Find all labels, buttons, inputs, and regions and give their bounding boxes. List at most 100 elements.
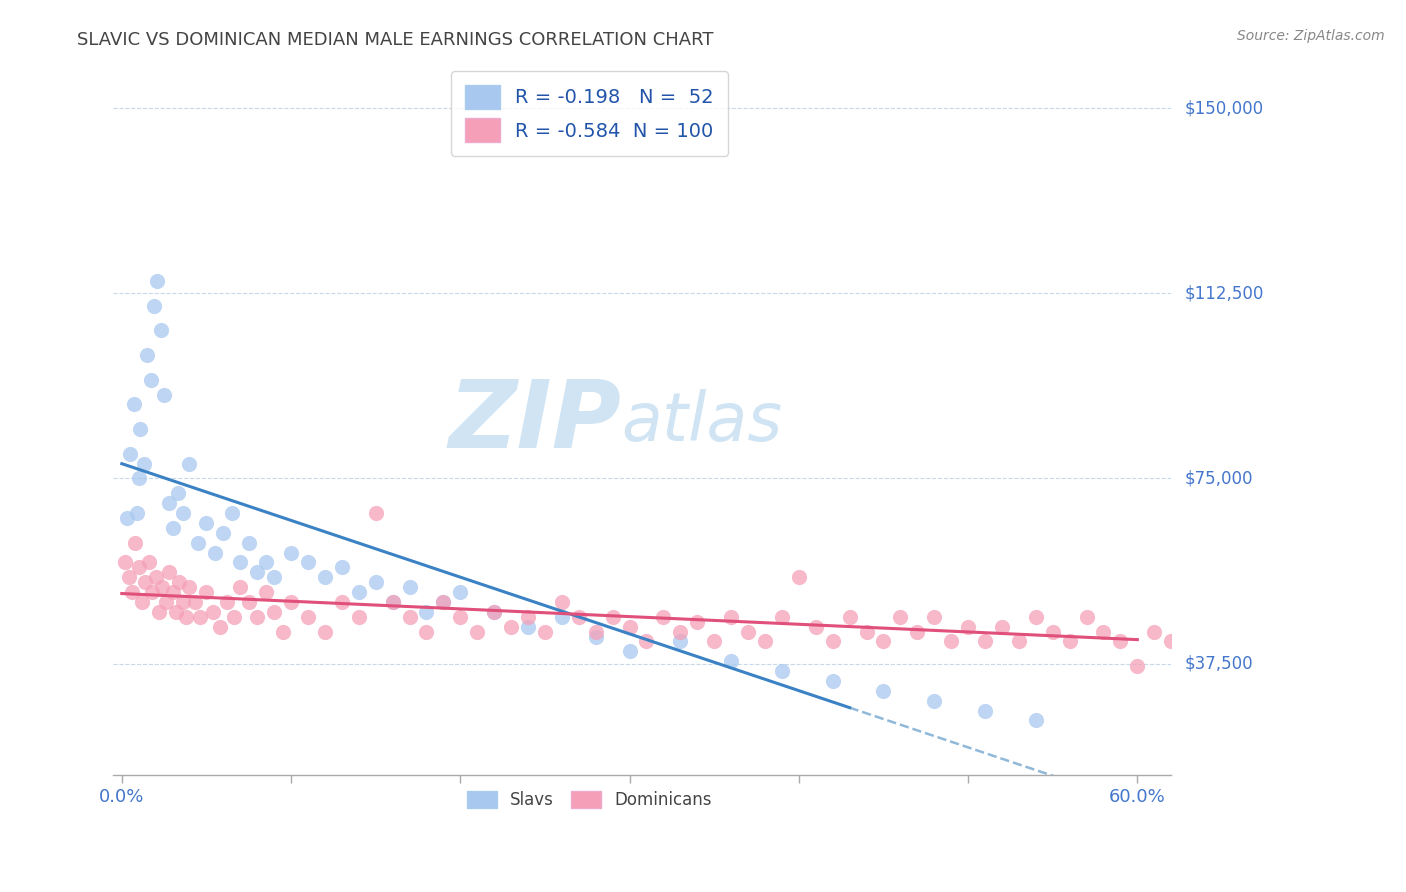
Point: [1042, 624, 1064, 639]
Point: [157, 496, 180, 510]
Point: [804, 620, 827, 634]
Point: [280, 595, 302, 609]
Point: [347, 609, 370, 624]
Text: $75,000: $75,000: [1185, 469, 1254, 487]
Point: [872, 683, 894, 698]
Text: $37,500: $37,500: [1185, 655, 1254, 673]
Point: [517, 620, 540, 634]
Point: [221, 506, 243, 520]
Point: [188, 609, 211, 624]
Point: [128, 471, 150, 485]
Point: [141, 585, 163, 599]
Point: [669, 634, 692, 648]
Point: [991, 620, 1014, 634]
Point: [905, 624, 928, 639]
Point: [619, 620, 641, 634]
Point: [122, 397, 145, 411]
Point: [821, 673, 844, 688]
Point: [297, 609, 319, 624]
Point: [238, 595, 260, 609]
Point: [838, 609, 860, 624]
Point: [1329, 644, 1351, 658]
Point: [941, 634, 963, 648]
Point: [169, 575, 191, 590]
Point: [212, 525, 235, 540]
Point: [568, 609, 591, 624]
Point: [636, 634, 658, 648]
Point: [1227, 644, 1250, 658]
Point: [1059, 634, 1081, 648]
Point: [720, 654, 742, 668]
Point: [179, 457, 201, 471]
Point: [149, 323, 172, 337]
Point: [172, 506, 194, 520]
Point: [195, 516, 218, 530]
Point: [1143, 624, 1166, 639]
Text: Source: ZipAtlas.com: Source: ZipAtlas.com: [1237, 29, 1385, 43]
Point: [602, 609, 624, 624]
Point: [619, 644, 641, 658]
Text: atlas: atlas: [621, 389, 782, 455]
Point: [398, 609, 420, 624]
Point: [202, 605, 225, 619]
Point: [1025, 714, 1047, 728]
Legend: Slavs, Dominicans: Slavs, Dominicans: [460, 784, 718, 816]
Point: [314, 624, 336, 639]
Point: [669, 624, 692, 639]
Point: [449, 585, 471, 599]
Point: [482, 605, 505, 619]
Point: [482, 605, 505, 619]
Point: [889, 609, 911, 624]
Point: [297, 556, 319, 570]
Point: [974, 634, 997, 648]
Point: [585, 630, 607, 644]
Point: [1379, 644, 1402, 658]
Point: [585, 624, 607, 639]
Point: [330, 595, 353, 609]
Point: [551, 609, 574, 624]
Point: [121, 585, 143, 599]
Point: [148, 605, 170, 619]
Point: [1244, 624, 1267, 639]
Point: [145, 570, 167, 584]
Point: [1126, 659, 1149, 673]
Point: [381, 595, 404, 609]
Point: [922, 694, 945, 708]
Point: [174, 609, 197, 624]
Point: [183, 595, 205, 609]
Point: [208, 620, 231, 634]
Point: [449, 609, 471, 624]
Point: [432, 595, 454, 609]
Point: [754, 634, 776, 648]
Point: [238, 535, 260, 549]
Point: [381, 595, 404, 609]
Point: [146, 274, 169, 288]
Point: [229, 556, 252, 570]
Point: [1398, 654, 1406, 668]
Point: [1278, 644, 1301, 658]
Point: [1109, 634, 1132, 648]
Point: [770, 664, 793, 678]
Point: [195, 585, 218, 599]
Point: [1261, 634, 1284, 648]
Point: [246, 566, 269, 580]
Point: [128, 560, 150, 574]
Point: [179, 580, 201, 594]
Point: [129, 422, 152, 436]
Point: [131, 595, 153, 609]
Point: [720, 609, 742, 624]
Point: [957, 620, 980, 634]
Point: [1025, 609, 1047, 624]
Point: [152, 580, 174, 594]
Point: [134, 575, 156, 590]
Point: [222, 609, 245, 624]
Point: [465, 624, 488, 639]
Point: [770, 609, 793, 624]
Point: [271, 624, 294, 639]
Point: [187, 535, 209, 549]
Point: [872, 634, 894, 648]
Point: [117, 570, 139, 584]
Point: [703, 634, 725, 648]
Text: $150,000: $150,000: [1185, 99, 1264, 117]
Point: [821, 634, 844, 648]
